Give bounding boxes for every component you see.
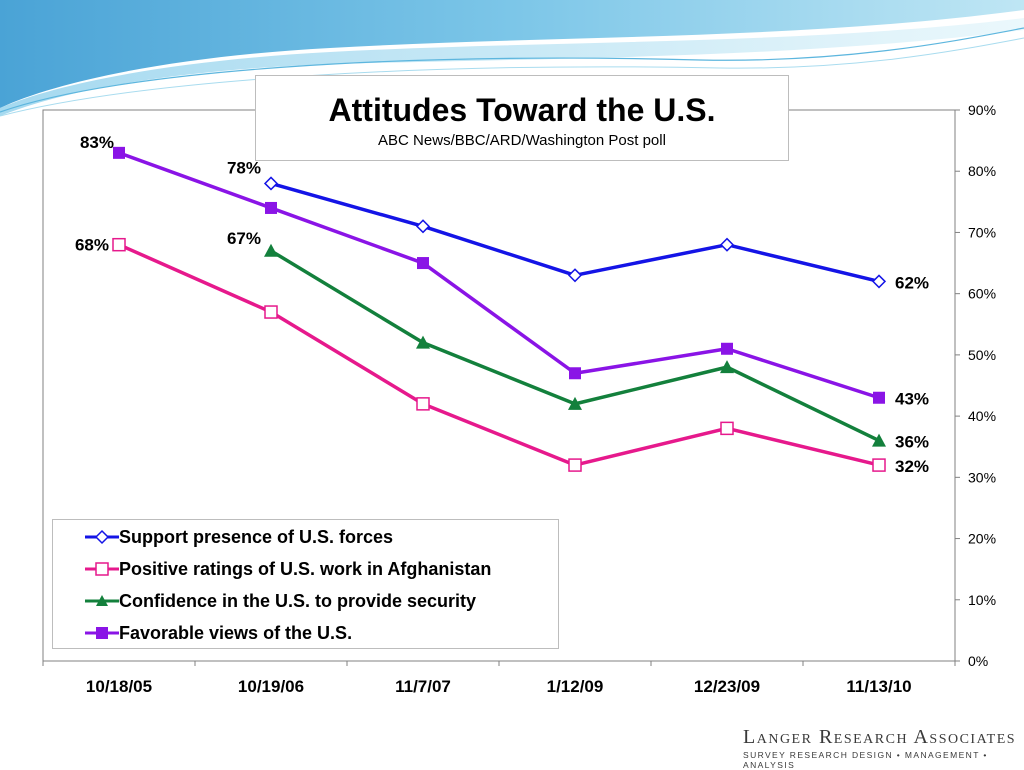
legend-item-support: Support presence of U.S. forces <box>85 525 393 549</box>
data-point <box>264 305 278 319</box>
data-point <box>567 268 583 283</box>
series-line <box>118 151 880 400</box>
data-point <box>569 367 581 380</box>
y-tick-label: 40% <box>968 408 996 424</box>
data-point <box>417 257 429 270</box>
data-point <box>112 237 126 252</box>
data-label: 43% <box>895 390 929 409</box>
y-tick-label: 60% <box>968 286 996 302</box>
series-line <box>270 181 880 284</box>
data-point <box>721 342 733 355</box>
x-tick-label: 10/18/05 <box>86 677 152 696</box>
data-point <box>873 391 885 404</box>
data-point <box>416 397 430 411</box>
y-tick-label: 20% <box>968 531 996 547</box>
data-label: 83% <box>80 133 114 152</box>
data-point <box>720 421 734 436</box>
data-point <box>872 433 886 447</box>
header-decoration <box>0 0 1024 117</box>
legend-swatch-diamond-icon <box>85 529 119 545</box>
x-tick-label: 12/23/09 <box>694 677 760 696</box>
x-tick-label: 1/12/09 <box>547 677 604 696</box>
chart-title: Attitudes Toward the U.S. <box>328 92 716 128</box>
y-tick-label: 0% <box>968 653 988 669</box>
y-tick-label: 80% <box>968 163 996 179</box>
y-tick-label: 50% <box>968 347 996 363</box>
data-point <box>416 335 430 349</box>
data-point <box>568 396 582 410</box>
chart-title-box: Attitudes Toward the U.S. ABC News/BBC/A… <box>255 75 789 161</box>
logo-tagline: SURVEY RESEARCH DESIGN • MANAGEMENT • AN… <box>743 750 988 770</box>
y-tick-label: 90% <box>968 102 996 118</box>
legend: Support presence of U.S. forces Positive… <box>52 519 559 649</box>
legend-label-confidence: Confidence in the U.S. to provide securi… <box>119 590 477 611</box>
data-point <box>719 237 735 252</box>
data-label: 78% <box>227 158 261 177</box>
x-tick-label: 11/7/07 <box>395 677 451 696</box>
y-tick-label: 10% <box>968 592 996 608</box>
langer-logo: Langer Research Associates SURVEY RESEAR… <box>743 726 1018 770</box>
data-point <box>263 176 279 191</box>
legend-label-favorable: Favorable views of the U.S. <box>119 622 353 643</box>
data-label: 62% <box>895 273 929 292</box>
data-label: 67% <box>227 229 261 248</box>
data-point <box>872 458 886 472</box>
legend-item-confidence: Confidence in the U.S. to provide securi… <box>85 589 476 613</box>
legend-swatch-open-square-icon <box>85 562 119 576</box>
data-point <box>113 146 125 159</box>
data-point <box>264 243 278 257</box>
data-point <box>265 201 277 214</box>
legend-swatch-triangle-icon <box>85 595 119 606</box>
logo-name: Langer Research Associates <box>743 726 1017 748</box>
series-line <box>118 243 880 467</box>
x-tick-label: 10/19/06 <box>238 677 304 696</box>
data-point <box>568 458 582 472</box>
legend-label-positive: Positive ratings of U.S. work in Afghani… <box>119 558 492 579</box>
data-label: 36% <box>895 433 929 452</box>
data-label: 32% <box>895 457 929 476</box>
data-point <box>415 219 431 234</box>
y-tick-label: 70% <box>968 224 996 240</box>
data-label: 68% <box>75 236 109 255</box>
data-point <box>871 274 887 289</box>
chart-subtitle: ABC News/BBC/ARD/Washington Post poll <box>378 132 666 149</box>
legend-item-positive: Positive ratings of U.S. work in Afghani… <box>85 557 491 581</box>
legend-item-favorable: Favorable views of the U.S. <box>85 621 352 645</box>
x-tick-label: 11/13/10 <box>846 677 911 696</box>
y-tick-label: 30% <box>968 469 996 485</box>
legend-label-support: Support presence of U.S. forces <box>119 526 394 547</box>
data-point <box>720 360 734 374</box>
legend-swatch-square-icon <box>85 627 119 639</box>
